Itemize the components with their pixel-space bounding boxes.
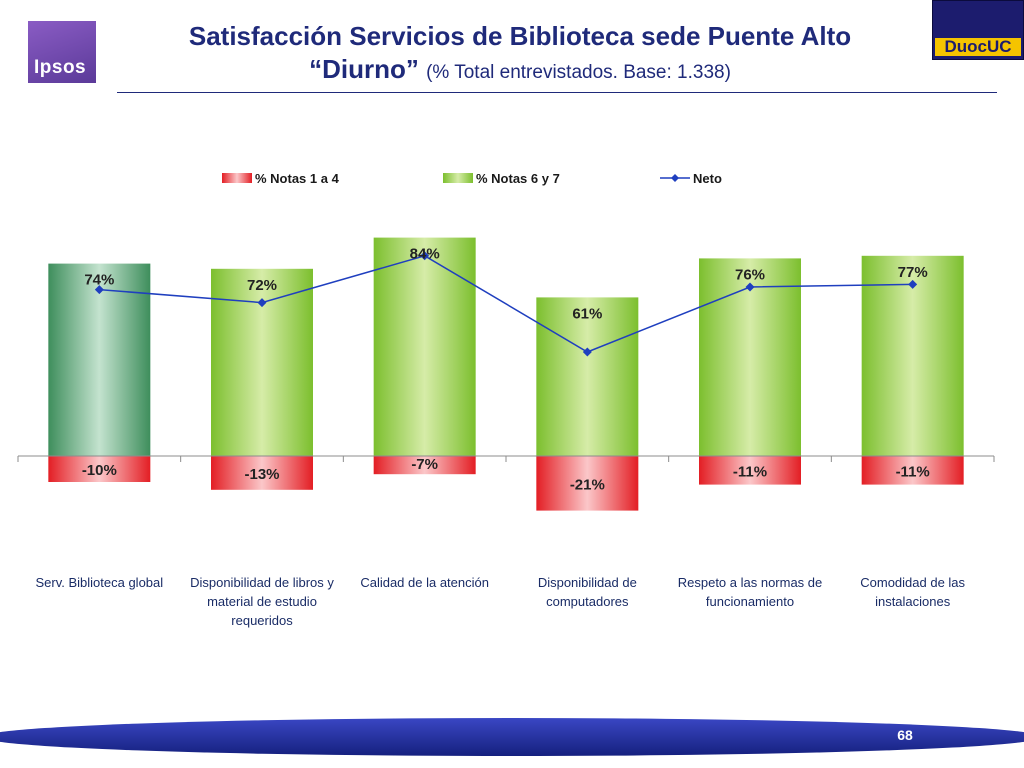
label-negative-5: -11%: [896, 463, 930, 480]
duocuc-logo-text: DuocUC: [935, 38, 1021, 56]
label-positive-2: 84%: [410, 246, 440, 263]
category-label-4: Respeto a las normas de funcionamiento: [677, 575, 823, 609]
label-negative-4: -11%: [733, 463, 767, 480]
title-line-1: Satisfacción Servicios de Biblioteca sed…: [188, 21, 852, 51]
ipsos-logo-text: Ipsos: [34, 57, 87, 78]
category-label-3: Disponibilidad de computadores: [537, 575, 637, 609]
ipsos-logo: Ipsos: [28, 21, 96, 83]
label-positive-3: 61%: [572, 305, 602, 322]
title-line-2: “Diurno” (% Total entrevistados. Base: 1…: [110, 53, 930, 89]
footer-band: [0, 718, 1024, 756]
neto-line-path: [99, 254, 913, 353]
bar-negative-4: [699, 456, 801, 485]
bar-negative-1: [211, 456, 313, 490]
header-divider: [117, 92, 997, 93]
neto-marker-5: [908, 279, 918, 289]
label-positive-4: 76%: [735, 266, 765, 283]
category-label-0: Serv. Biblioteca global: [35, 575, 164, 590]
category-label-2: Calidad de la atención: [360, 575, 489, 590]
bar-positive-3: [536, 297, 639, 456]
neto-marker-2: [420, 251, 430, 261]
title-base-note: (% Total entrevistados. Base: 1.338): [426, 62, 731, 83]
bar-positive-5: [861, 255, 964, 456]
legend-swatch-0: [222, 173, 252, 183]
chart-legend: % Notas 1 a 4 % Notas 6 y 7 Neto: [222, 171, 722, 186]
negative-bars: [48, 456, 964, 511]
category-label-5: Comodidad de las instalaciones: [860, 575, 966, 609]
bar-negative-5: [861, 456, 964, 485]
footer-ellipse: [0, 718, 1024, 756]
title-diurno: “Diurno”: [309, 54, 419, 84]
neto-marker-4: [745, 282, 755, 292]
data-labels: 74% -10% 72% -13% 84% -7% 61% -21% 76% -11% 77% -11…: [82, 246, 930, 494]
label-negative-1: -13%: [244, 466, 279, 483]
legend-label-2: Neto: [693, 171, 722, 186]
label-positive-1: 72%: [247, 277, 277, 294]
bar-positive-2: [373, 237, 476, 456]
legend-label-0: % Notas 1 a 4: [255, 171, 340, 186]
category-label-1: Disponibilidad de libros y material de e…: [190, 575, 334, 628]
bar-positive-1: [211, 268, 313, 456]
duocuc-logo: DuocUC: [932, 0, 1024, 60]
label-positive-0: 74%: [84, 272, 114, 289]
bar-negative-3: [536, 456, 639, 511]
neto-marker-1: [257, 298, 267, 308]
label-negative-3: -21%: [570, 476, 605, 493]
bar-negative-0: [48, 456, 151, 482]
page-title: Satisfacción Servicios de Biblioteca sed…: [110, 20, 930, 89]
label-negative-0: -10%: [82, 462, 117, 479]
bar-positive-0: [48, 263, 151, 456]
neto-marker-0: [94, 285, 104, 295]
x-axis: [17, 455, 995, 462]
label-positive-5: 77%: [898, 264, 928, 281]
neto-marker-3: [582, 347, 592, 357]
legend-label-1: % Notas 6 y 7: [476, 171, 560, 186]
positive-bars: [48, 237, 964, 456]
legend-marker: [671, 174, 679, 182]
label-negative-2: -7%: [411, 456, 438, 473]
legend-swatch-1: [443, 173, 473, 183]
bar-negative-2: [373, 456, 476, 475]
neto-series: [94, 251, 918, 357]
page-number: 68: [897, 727, 913, 743]
